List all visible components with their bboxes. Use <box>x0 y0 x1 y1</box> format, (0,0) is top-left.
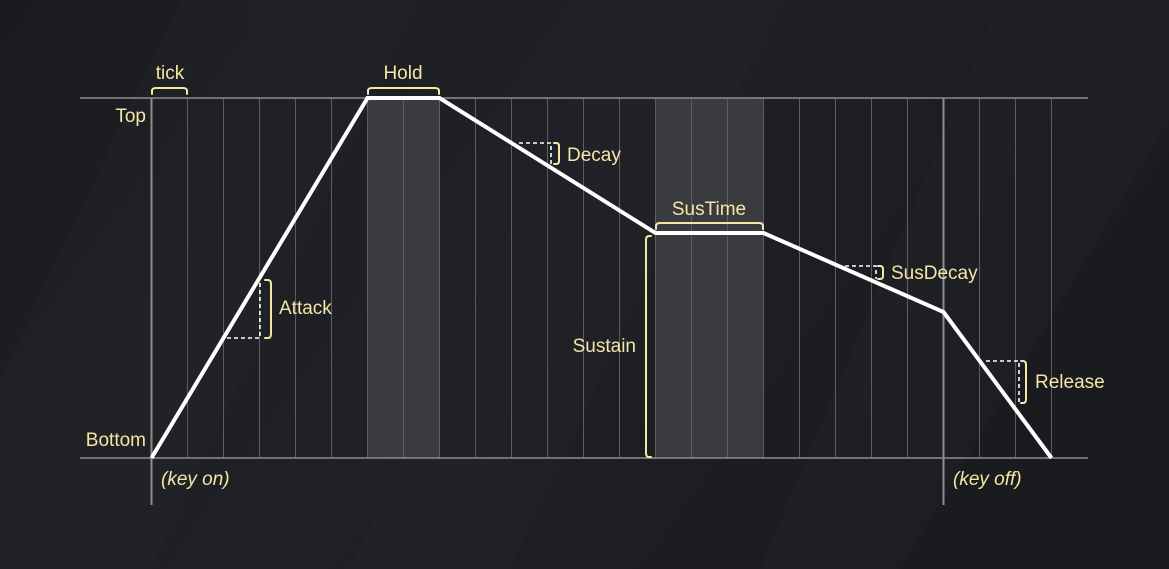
release-slope-marker <box>986 360 1020 403</box>
sustain-brace <box>645 235 652 458</box>
braces <box>151 87 1027 458</box>
tick-grid <box>187 98 1052 458</box>
key-off-label: (key off) <box>953 469 1022 490</box>
slope-indicators <box>227 142 1020 403</box>
top-label: Top <box>115 106 146 127</box>
sustain-label: Sustain <box>573 336 636 357</box>
hold-label: Hold <box>383 63 422 84</box>
decay-brace <box>553 142 560 165</box>
attack-label: Attack <box>279 298 332 319</box>
tick-brace <box>151 87 188 95</box>
susdecay-label: SusDecay <box>891 263 978 284</box>
sustime-label: SusTime <box>672 199 746 220</box>
bottom-label: Bottom <box>86 430 146 451</box>
envelope-curve <box>149 96 1054 460</box>
decay-slope-marker <box>519 142 552 164</box>
sustime-region <box>655 98 764 458</box>
susdecay-slope-marker <box>845 265 877 279</box>
release-brace <box>1020 360 1027 404</box>
decay-label: Decay <box>567 145 621 166</box>
sustime-brace <box>655 222 764 230</box>
susdecay-brace <box>877 265 884 280</box>
hold-brace <box>367 87 440 95</box>
attack-slope-marker <box>227 280 261 339</box>
attack-brace <box>264 279 272 339</box>
tick-label: tick <box>156 63 185 84</box>
key-on-label: (key on) <box>161 469 230 490</box>
release-label: Release <box>1035 372 1105 393</box>
